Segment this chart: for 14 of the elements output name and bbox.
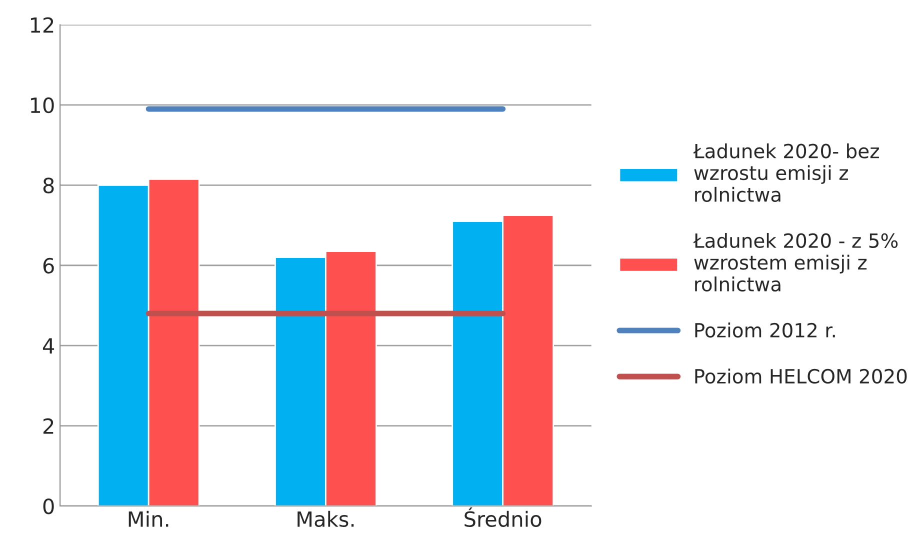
y-tick-label: 6 — [43, 258, 54, 274]
y-tick-label: 8 — [43, 178, 54, 194]
legend-label: Ładunek 2020- bez wzrostu emisji z rolnictwa — [693, 143, 879, 202]
legend-label: Ładunek 2020 - z 5% wzrostem emisji z rolnictwa — [693, 232, 898, 292]
y-tick-label: 2 — [43, 418, 54, 434]
y-tick-label: 10 — [30, 97, 54, 114]
y-tick-label: 12 — [30, 17, 54, 33]
x-tick-label: Maks. — [298, 510, 354, 527]
legend-label: Poziom 2012 r. — [695, 322, 835, 338]
y-tick-label: 0 — [43, 498, 54, 514]
x-tick-label: Średnio — [464, 507, 542, 527]
y-tick-label: 4 — [42, 338, 54, 354]
legend-label: Poziom HELCOM 2020 — [695, 368, 907, 384]
x-tick-label: Min. — [128, 510, 168, 527]
